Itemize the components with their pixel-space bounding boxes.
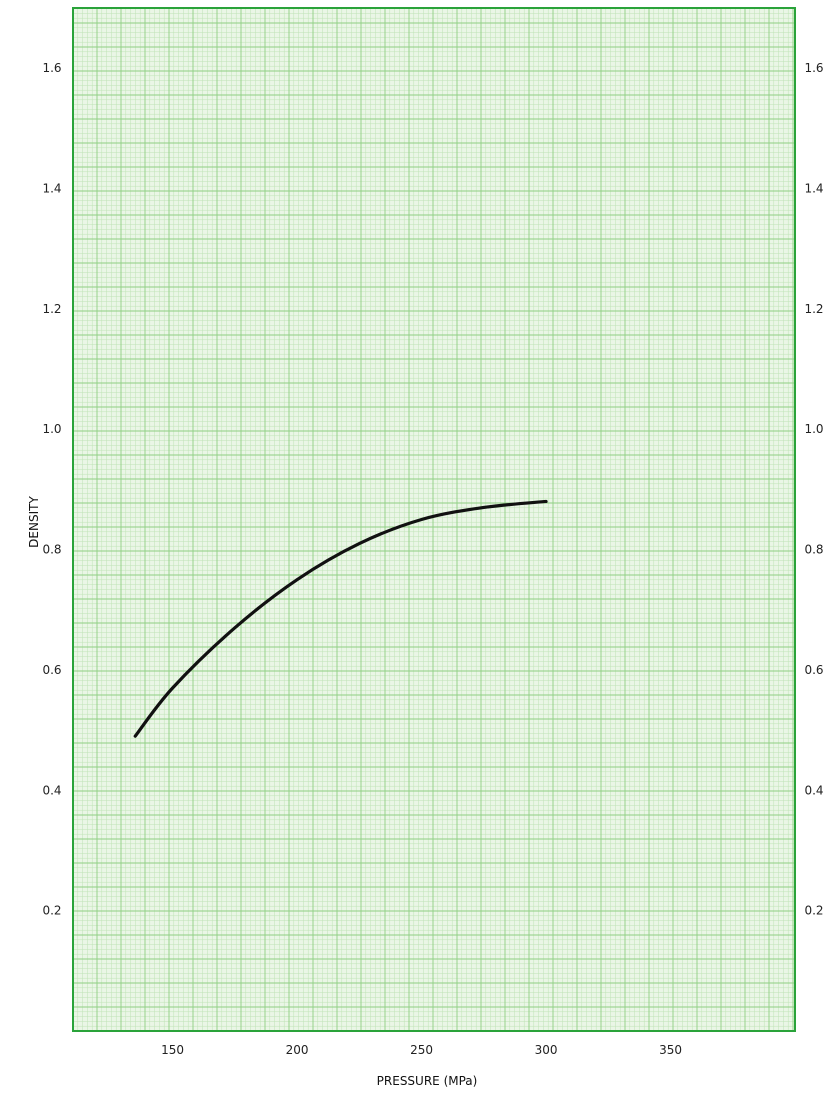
x-axis-title: PRESSURE (MPa)	[377, 1074, 478, 1088]
y-tick-label-right: 0.4	[804, 783, 823, 797]
x-tick-label: 300	[535, 1043, 558, 1057]
y-tick-label-left: 1.0	[42, 422, 61, 436]
x-tick-label: 350	[659, 1043, 682, 1057]
curve-group	[133, 499, 548, 738]
y-tick-label-right: 0.8	[804, 543, 823, 557]
y-tick-label-right: 1.6	[804, 61, 823, 75]
major-grid	[73, 8, 795, 1031]
plot-frame	[72, 7, 796, 1032]
x-tick-label: 200	[286, 1043, 309, 1057]
y-tick-labels-left: 0.2 0.4 0.6 0.8 1.0 1.2 1.4 1.6	[42, 61, 61, 917]
y-tick-label-left: 0.8	[42, 543, 61, 557]
y-tick-labels-right: 0.2 0.4 0.6 0.8 1.0 1.2 1.4 1.6	[804, 61, 823, 917]
y-tick-label-left: 1.2	[42, 302, 61, 316]
y-tick-label-left: 0.6	[42, 663, 61, 677]
y-tick-label-right: 0.2	[804, 904, 823, 918]
y-tick-label-left: 0.4	[42, 783, 61, 797]
y-axis-title: DENSITY	[27, 496, 41, 548]
y-tick-label-left: 1.6	[42, 61, 61, 75]
x-tick-labels: 150 200 250 300 350	[161, 1043, 682, 1057]
x-tick-label: 150	[161, 1043, 184, 1057]
y-tick-label-right: 1.2	[804, 302, 823, 316]
y-tick-label-left: 1.4	[42, 182, 61, 196]
density-curve	[133, 499, 548, 738]
y-tick-label-right: 1.0	[804, 422, 823, 436]
y-tick-label-right: 1.4	[804, 182, 823, 196]
x-tick-label: 250	[410, 1043, 433, 1057]
y-tick-label-right: 0.6	[804, 663, 823, 677]
y-tick-label-left: 0.2	[42, 904, 61, 918]
